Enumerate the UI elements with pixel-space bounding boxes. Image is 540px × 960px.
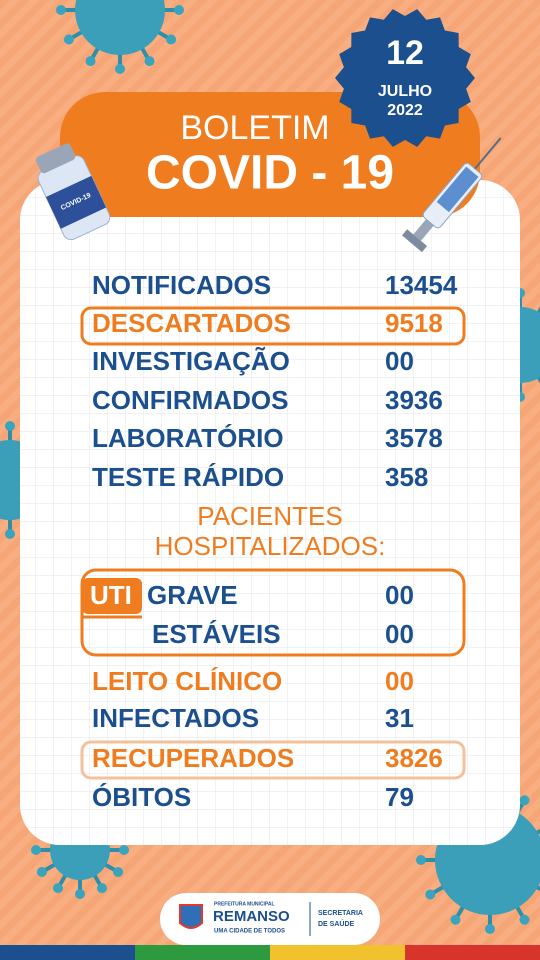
date-month: JULHO	[378, 83, 432, 100]
virus-tip	[56, 5, 66, 15]
row-value: 00	[385, 346, 414, 376]
virus-tip	[85, 56, 96, 67]
row-label: INFECTADOS	[92, 703, 259, 733]
virus-tip	[115, 64, 125, 74]
row-value: 358	[385, 462, 428, 492]
uti-box	[80, 568, 466, 657]
row-label: RECUPERADOS	[92, 743, 294, 773]
footer-pill	[160, 893, 380, 945]
virus-tip	[5, 421, 15, 431]
virus-tip	[119, 845, 129, 855]
highlight-box	[80, 740, 466, 780]
row-label: GRAVE	[147, 580, 238, 610]
row-value: 79	[385, 782, 414, 812]
footer-dept: SECRETARIA	[318, 910, 363, 917]
virus-tip	[63, 34, 74, 45]
date-day: 12	[386, 34, 424, 72]
highlight-box	[80, 306, 466, 346]
footer-org: PREFEITURA MUNICIPAL	[214, 901, 275, 907]
header-subtitle: COVID - 19	[146, 147, 394, 200]
virus-tip	[36, 867, 47, 877]
row-label: ÓBITOS	[92, 782, 191, 812]
footer-city: REMANSO	[213, 908, 290, 925]
virus-tip	[97, 883, 107, 894]
card	[20, 180, 520, 845]
color-strip	[405, 945, 540, 960]
row-value: 3578	[385, 423, 443, 453]
row-value: 31	[385, 703, 414, 733]
crest	[179, 904, 203, 929]
virus-tip	[53, 883, 63, 894]
section-title: PACIENTES	[197, 501, 342, 531]
row-value: 00	[385, 580, 414, 610]
virus-tip	[519, 914, 530, 925]
row-value: 00	[385, 619, 414, 649]
virus-body	[75, 0, 165, 55]
color-strip	[270, 945, 405, 960]
virus	[56, 0, 184, 74]
virus-tip	[144, 56, 155, 67]
row-label: DESCARTADOS	[92, 308, 291, 338]
virus-tip	[5, 529, 15, 539]
footer-slogan: UMA CIDADE DE TODOS	[214, 929, 285, 935]
virus-tip	[485, 924, 495, 934]
footer-dept: DE SAÚDE	[318, 919, 355, 928]
virus-tip	[425, 889, 436, 900]
row-value: 13454	[385, 270, 458, 300]
virus-tip	[519, 795, 530, 806]
date-year: 2022	[387, 102, 423, 119]
uti-label: UTI	[90, 580, 132, 610]
header-title: BOLETIM	[180, 109, 329, 147]
row-label: LEITO CLÍNICO	[92, 666, 282, 696]
virus-tip	[166, 34, 177, 45]
virus-tip	[174, 5, 184, 15]
row-value: 9518	[385, 308, 443, 338]
row-label: CONFIRMADOS	[92, 385, 288, 415]
virus-tip	[31, 845, 41, 855]
syringe	[401, 137, 502, 253]
row-value: 00	[385, 666, 414, 696]
row-label: NOTIFICADOS	[92, 270, 271, 300]
row-label: TESTE RÁPIDO	[92, 462, 284, 492]
virus-tip	[450, 914, 461, 925]
row-value: 3826	[385, 743, 443, 773]
vial: COVID-19	[35, 143, 111, 241]
date-badge	[335, 9, 475, 147]
section-title: HOSPITALIZADOS:	[155, 531, 386, 561]
color-strip	[135, 945, 270, 960]
virus-tip	[75, 889, 85, 899]
row-value: 3936	[385, 385, 443, 415]
row-label: ESTÁVEIS	[152, 619, 281, 649]
virus-tip	[113, 867, 124, 877]
virus-tip	[416, 855, 426, 865]
row-label: LABORATÓRIO	[92, 423, 284, 453]
uti-tag	[82, 578, 142, 614]
row-label: INVESTIGAÇÃO	[92, 346, 290, 376]
